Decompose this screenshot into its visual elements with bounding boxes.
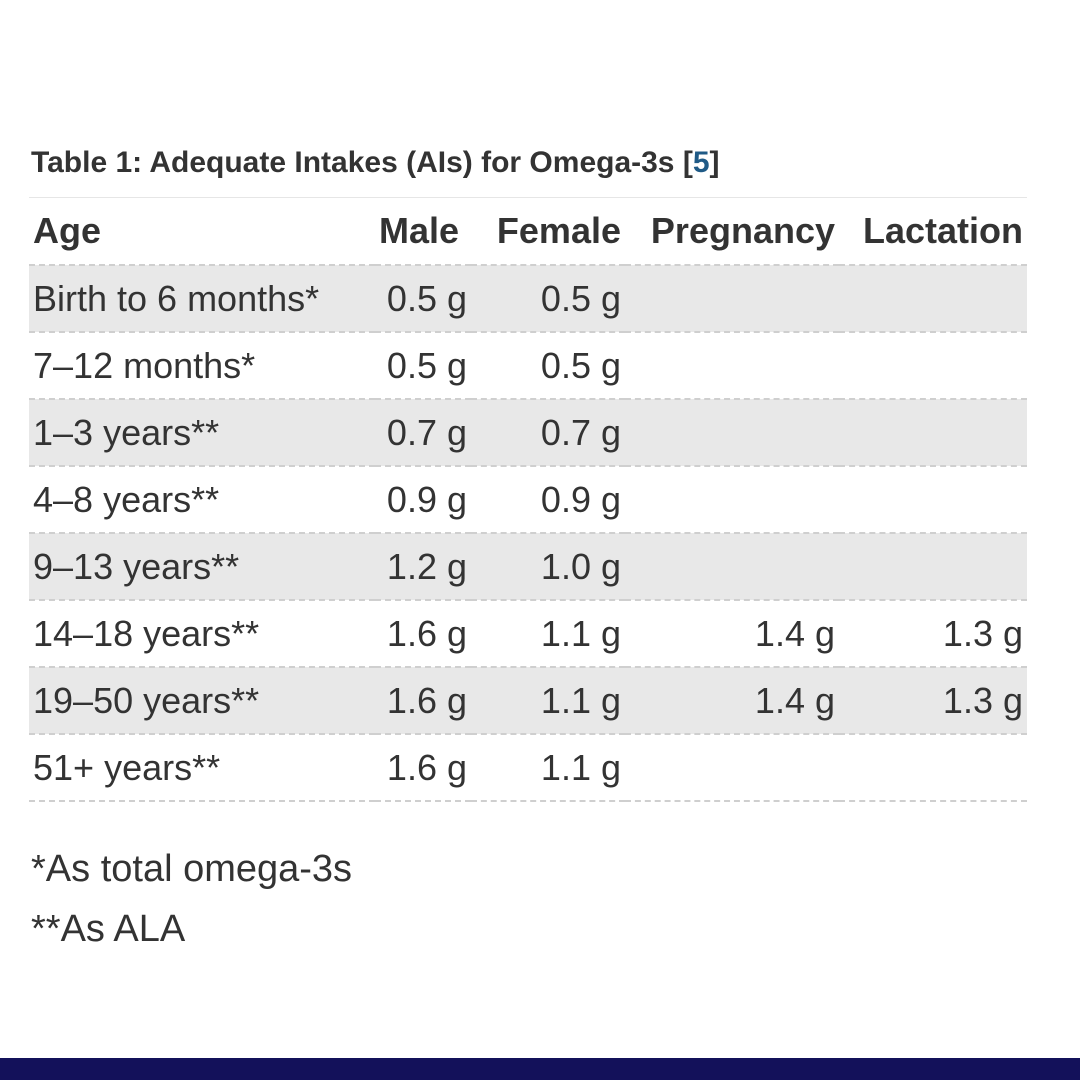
table-row: 4–8 years** 0.9 g 0.9 g bbox=[29, 466, 1027, 534]
table-row: 19–50 years** 1.6 g 1.1 g 1.4 g 1.3 g bbox=[29, 667, 1027, 735]
cell-age: 9–13 years** bbox=[29, 533, 375, 601]
footnote-total-omega3: *As total omega-3s bbox=[31, 848, 353, 890]
cell-lactation: 1.3 g bbox=[839, 600, 1027, 668]
header-row: Age Male Female Pregnancy Lactation bbox=[29, 198, 1027, 266]
table-row: 7–12 months* 0.5 g 0.5 g bbox=[29, 332, 1027, 400]
caption-text: Table 1: Adequate Intakes (AIs) for Omeg… bbox=[31, 146, 683, 179]
cell-female: 1.0 g bbox=[471, 533, 625, 601]
header-age: Age bbox=[29, 198, 375, 266]
header-lactation: Lactation bbox=[839, 198, 1027, 266]
cell-male: 1.6 g bbox=[375, 667, 471, 735]
cell-female: 0.7 g bbox=[471, 399, 625, 467]
cell-lactation: 1.3 g bbox=[839, 667, 1027, 735]
cell-female: 1.1 g bbox=[471, 734, 625, 802]
cell-age: 7–12 months* bbox=[29, 332, 375, 400]
header-male: Male bbox=[375, 198, 471, 266]
cell-age: 4–8 years** bbox=[29, 466, 375, 534]
cell-pregnancy bbox=[625, 466, 839, 534]
bottom-bar bbox=[0, 1058, 1080, 1080]
cell-female: 1.1 g bbox=[471, 667, 625, 735]
caption-ref-open: [ bbox=[682, 146, 693, 179]
cell-lactation bbox=[839, 734, 1027, 802]
table-row: 51+ years** 1.6 g 1.1 g bbox=[29, 734, 1027, 802]
cell-male: 1.6 g bbox=[375, 734, 471, 802]
cell-age: Birth to 6 months* bbox=[29, 265, 375, 333]
cell-pregnancy: 1.4 g bbox=[625, 667, 839, 735]
cell-pregnancy bbox=[625, 265, 839, 333]
table-row: Birth to 6 months* 0.5 g 0.5 g bbox=[29, 265, 1027, 333]
cell-pregnancy bbox=[625, 399, 839, 467]
header-pregnancy: Pregnancy bbox=[625, 198, 839, 266]
reference-link[interactable]: 5 bbox=[692, 146, 710, 179]
cell-male: 0.7 g bbox=[375, 399, 471, 467]
table-caption: Table 1: Adequate Intakes (AIs) for Omeg… bbox=[31, 146, 720, 180]
cell-lactation bbox=[839, 332, 1027, 400]
cell-age: 51+ years** bbox=[29, 734, 375, 802]
cell-female: 1.1 g bbox=[471, 600, 625, 668]
cell-pregnancy bbox=[625, 332, 839, 400]
cell-lactation bbox=[839, 533, 1027, 601]
adequate-intakes-table: Age Male Female Pregnancy Lactation Birt… bbox=[29, 198, 1027, 802]
footnote-ala: **As ALA bbox=[31, 908, 186, 950]
cell-female: 0.5 g bbox=[471, 332, 625, 400]
cell-age: 14–18 years** bbox=[29, 600, 375, 668]
cell-male: 1.6 g bbox=[375, 600, 471, 668]
cell-female: 0.9 g bbox=[471, 466, 625, 534]
cell-lactation bbox=[839, 399, 1027, 467]
cell-lactation bbox=[839, 466, 1027, 534]
caption-ref-close: ] bbox=[709, 146, 720, 179]
table-row: 1–3 years** 0.7 g 0.7 g bbox=[29, 399, 1027, 467]
cell-pregnancy: 1.4 g bbox=[625, 600, 839, 668]
cell-lactation bbox=[839, 265, 1027, 333]
cell-age: 1–3 years** bbox=[29, 399, 375, 467]
cell-female: 0.5 g bbox=[471, 265, 625, 333]
cell-male: 1.2 g bbox=[375, 533, 471, 601]
table-row: 9–13 years** 1.2 g 1.0 g bbox=[29, 533, 1027, 601]
cell-pregnancy bbox=[625, 533, 839, 601]
cell-age: 19–50 years** bbox=[29, 667, 375, 735]
header-female: Female bbox=[471, 198, 625, 266]
caption-divider bbox=[29, 197, 1027, 198]
cell-male: 0.5 g bbox=[375, 332, 471, 400]
table-row: 14–18 years** 1.6 g 1.1 g 1.4 g 1.3 g bbox=[29, 600, 1027, 668]
cell-male: 0.9 g bbox=[375, 466, 471, 534]
cell-male: 0.5 g bbox=[375, 265, 471, 333]
cell-pregnancy bbox=[625, 734, 839, 802]
